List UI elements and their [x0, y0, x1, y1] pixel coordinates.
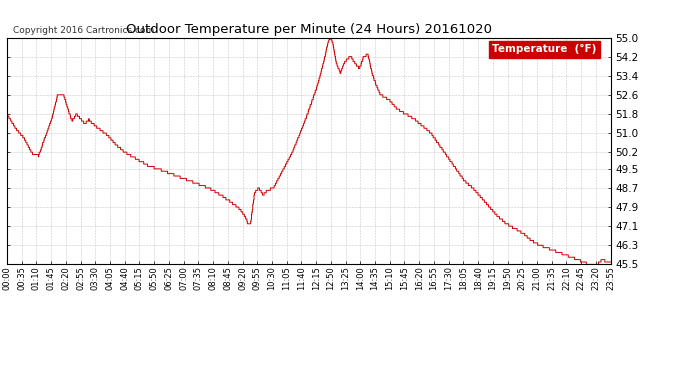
Text: Copyright 2016 Cartronics.com: Copyright 2016 Cartronics.com: [13, 26, 154, 35]
Title: Outdoor Temperature per Minute (24 Hours) 20161020: Outdoor Temperature per Minute (24 Hours…: [126, 23, 492, 36]
Text: Temperature  (°F): Temperature (°F): [492, 44, 596, 54]
